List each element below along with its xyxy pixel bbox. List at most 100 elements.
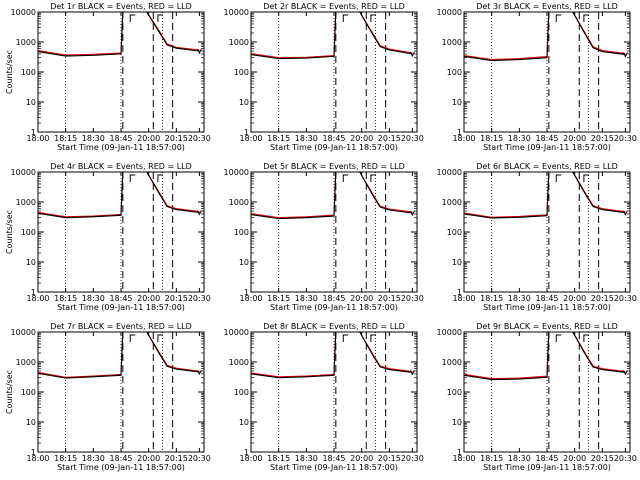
- x-tick-label: 18:45: [535, 294, 558, 303]
- x-tick-label: 20:00: [563, 134, 586, 143]
- x-tick-label: 18:30: [82, 134, 105, 143]
- y-tick-label: 100: [447, 228, 462, 237]
- panel-title: Det 2r BLACK = Events, RED = LLD: [263, 2, 405, 11]
- x-tick-label: 20:15: [165, 454, 188, 463]
- y-tick-label: 100: [21, 228, 36, 237]
- lld-series-line: [37, 331, 200, 378]
- y-tick-label: 1000: [229, 358, 249, 367]
- events-series-line: [463, 11, 626, 62]
- panel-7: Det 7r BLACK = Events, RED = LLD 1 10 100 10…: [5, 322, 211, 472]
- lld-series-line: [250, 171, 413, 219]
- x-tick-label: 20:30: [401, 294, 424, 303]
- flag-marker-left: [129, 174, 136, 182]
- panel-title: Det 6r BLACK = Events, RED = LLD: [476, 162, 618, 171]
- x-tick-label: 18:00: [452, 134, 475, 143]
- flag-marker-left: [555, 174, 562, 182]
- x-tick-label: 20:00: [350, 294, 373, 303]
- flag-marker-left: [342, 14, 349, 22]
- x-tick-label: 18:45: [535, 134, 558, 143]
- lld-series-line: [250, 331, 413, 378]
- y-tick-label: 10000: [224, 8, 249, 17]
- y-tick-label: 10000: [11, 328, 36, 337]
- events-series-line: [37, 171, 200, 219]
- x-tick-label: 20:15: [165, 134, 188, 143]
- x-tick-label: 18:00: [452, 454, 475, 463]
- x-axis-label: Start Time (09-Jan-11 18:57:00): [57, 303, 185, 312]
- panel-6: Det 6r BLACK = Events, RED = LLD 1 10 100 10…: [437, 162, 637, 312]
- lld-series-line: [463, 171, 626, 218]
- y-tick-label: 10000: [437, 328, 462, 337]
- y-tick-label: 1000: [16, 38, 36, 47]
- y-tick-label: 10: [452, 258, 462, 267]
- x-tick-label: 18:00: [26, 134, 49, 143]
- y-tick-label: 100: [447, 388, 462, 397]
- x-tick-label: 18:00: [239, 454, 262, 463]
- y-axis-label: Counts/sec: [5, 370, 14, 414]
- x-tick-label: 20:30: [188, 134, 211, 143]
- y-axis-label: Counts/sec: [5, 210, 14, 254]
- x-tick-label: 20:00: [350, 134, 373, 143]
- lld-series-line: [250, 11, 413, 59]
- x-tick-label: 18:15: [480, 294, 503, 303]
- x-tick-label: 20:30: [188, 294, 211, 303]
- x-tick-label: 20:15: [378, 454, 401, 463]
- y-tick-label: 100: [234, 228, 249, 237]
- events-series-line: [37, 11, 200, 57]
- y-tick-label: 10: [26, 418, 36, 427]
- x-tick-label: 18:30: [508, 454, 531, 463]
- y-tick-label: 100: [234, 68, 249, 77]
- flag-marker-right: [583, 14, 589, 22]
- flag-marker-left: [129, 14, 136, 22]
- x-tick-label: 18:45: [109, 454, 132, 463]
- flag-marker-left: [342, 334, 349, 342]
- x-axis-label: Start Time (09-Jan-11 18:57:00): [483, 463, 611, 472]
- y-tick-label: 1000: [229, 198, 249, 207]
- x-tick-label: 20:00: [137, 134, 160, 143]
- x-tick-label: 18:00: [26, 294, 49, 303]
- x-tick-label: 20:30: [614, 134, 637, 143]
- x-tick-label: 20:15: [378, 294, 401, 303]
- x-axis-label: Start Time (09-Jan-11 18:57:00): [483, 303, 611, 312]
- x-tick-label: 18:45: [322, 454, 345, 463]
- x-tick-label: 20:30: [614, 294, 637, 303]
- lld-series-line: [37, 11, 200, 56]
- panel-9: Det 9r BLACK = Events, RED = LLD 1 10 100 10…: [437, 322, 637, 472]
- series-end-marker: [409, 370, 415, 376]
- x-tick-label: 20:00: [137, 454, 160, 463]
- y-axis-label: Counts/sec: [5, 50, 14, 94]
- y-tick-label: 10: [452, 98, 462, 107]
- series-end-marker: [409, 51, 415, 58]
- x-tick-label: 18:15: [267, 134, 290, 143]
- y-tick-label: 10000: [224, 328, 249, 337]
- x-tick-label: 18:15: [267, 454, 290, 463]
- x-tick-label: 20:30: [188, 454, 211, 463]
- x-tick-label: 18:30: [82, 454, 105, 463]
- events-series-line: [250, 11, 413, 60]
- y-tick-label: 10: [239, 98, 249, 107]
- events-series-line: [463, 171, 626, 219]
- x-tick-label: 18:15: [480, 134, 503, 143]
- x-tick-label: 20:15: [591, 134, 614, 143]
- panel-1: Det 1r BLACK = Events, RED = LLD 1 10 100 10…: [5, 2, 211, 152]
- panel-title: Det 5r BLACK = Events, RED = LLD: [263, 162, 405, 171]
- y-tick-label: 10000: [11, 168, 36, 177]
- series-end-marker: [409, 210, 415, 217]
- flag-marker-right: [370, 334, 376, 342]
- series-end-marker: [622, 210, 628, 216]
- y-tick-label: 1: [31, 128, 36, 137]
- flag-marker-right: [157, 174, 163, 182]
- y-tick-label: 10: [452, 418, 462, 427]
- flag-marker-right: [370, 14, 376, 22]
- panel-title: Det 7r BLACK = Events, RED = LLD: [50, 322, 192, 331]
- x-tick-label: 20:30: [401, 454, 424, 463]
- flag-marker-right: [157, 14, 163, 22]
- y-tick-label: 10000: [437, 168, 462, 177]
- y-tick-label: 10000: [437, 8, 462, 17]
- x-tick-label: 18:45: [109, 294, 132, 303]
- x-tick-label: 18:45: [109, 134, 132, 143]
- panel-3: Det 3r BLACK = Events, RED = LLD 1 10 100 10…: [437, 2, 637, 152]
- x-tick-label: 20:30: [614, 454, 637, 463]
- series-end-marker: [196, 369, 202, 376]
- x-tick-label: 18:15: [267, 294, 290, 303]
- y-tick-label: 1: [457, 288, 462, 297]
